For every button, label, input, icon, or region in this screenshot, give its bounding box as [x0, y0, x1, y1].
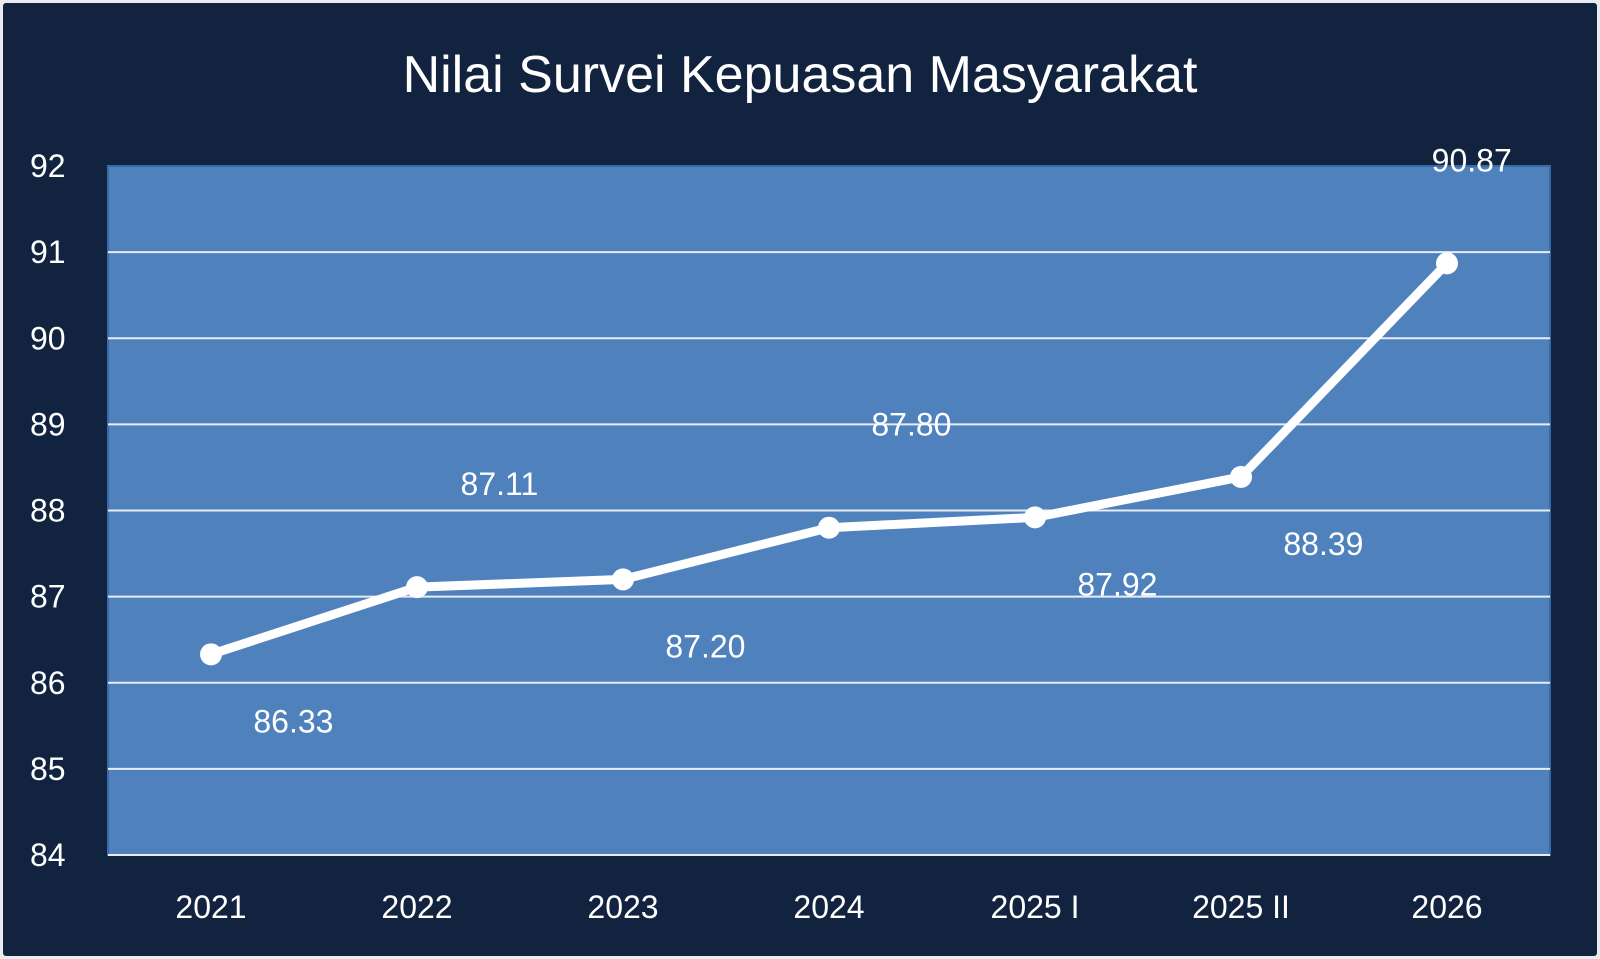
y-tick-label: 87: [30, 579, 66, 615]
data-label: 87.20: [665, 628, 745, 664]
x-tick-label: 2021: [175, 889, 246, 925]
y-tick-label: 89: [30, 406, 66, 442]
data-label: 87.80: [871, 407, 951, 443]
x-tick-label: 2025 II: [1192, 889, 1290, 925]
y-tick-label: 90: [30, 320, 66, 356]
x-axis-ticks: 2021 2022 2023 2024 2025 I 2025 II 2026: [175, 889, 1482, 925]
data-label: 87.11: [461, 466, 539, 502]
data-label: 88.39: [1283, 526, 1363, 562]
y-axis-ticks: 84 85 86 87 88 89 90 91 92: [30, 148, 66, 873]
x-tick-label: 2022: [381, 889, 452, 925]
y-tick-label: 92: [30, 148, 66, 184]
x-tick-label: 2025 I: [991, 889, 1080, 925]
chart-title: Nilai Survei Kepuasan Masyarakat: [403, 46, 1198, 104]
data-label: 90.87: [1432, 142, 1512, 178]
data-points: [200, 252, 1458, 666]
y-tick-label: 91: [30, 234, 66, 270]
y-tick-label: 88: [30, 493, 66, 529]
data-point: [818, 516, 840, 539]
data-labels: 86.33 87.11 87.20 87.80 87.92 88.39 90.87: [253, 142, 1511, 739]
y-tick-label: 85: [30, 751, 66, 787]
data-point: [1436, 252, 1458, 275]
x-tick-label: 2023: [587, 889, 658, 925]
data-point: [200, 643, 222, 666]
data-label: 87.92: [1077, 566, 1157, 602]
y-tick-label: 84: [30, 837, 66, 873]
data-point: [612, 568, 634, 591]
y-tick-label: 86: [30, 665, 66, 701]
data-point: [1230, 465, 1252, 488]
data-point: [1024, 506, 1046, 529]
x-tick-label: 2026: [1411, 889, 1482, 925]
gridlines: [108, 251, 1550, 856]
x-tick-label: 2024: [793, 889, 864, 925]
data-label: 86.33: [253, 703, 333, 739]
data-point: [406, 576, 428, 599]
